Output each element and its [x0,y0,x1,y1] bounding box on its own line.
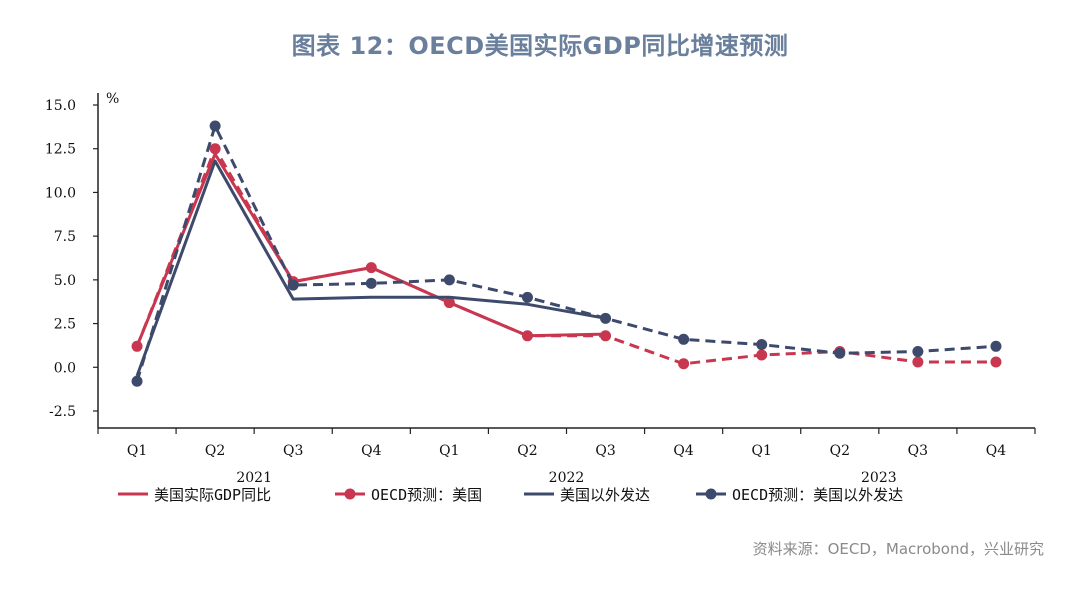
y-tick-label: 10.0 [45,185,76,201]
data-point [678,333,690,345]
data-point [600,312,612,324]
series-line [135,159,606,377]
y-axis-unit-label: % [106,91,119,107]
legend-label: 美国实际GDP同比 [154,486,271,504]
legend-marker [344,488,356,500]
data-point [912,346,924,358]
x-tick-label: Q2 [517,443,537,459]
data-point [209,120,221,132]
legend-item: OECD预测：美国 [335,486,482,504]
data-point [912,356,924,368]
x-tick-label: Q1 [439,443,459,459]
data-point [834,347,846,359]
data-point [990,340,1002,352]
data-point [131,375,143,387]
y-tick-label: 15.0 [45,98,76,114]
legend-item: 美国以外发达 [524,486,650,504]
x-year-label: 2023 [861,470,897,486]
y-tick-label: 2.5 [54,317,76,333]
x-tick-label: Q4 [361,443,381,459]
legend-label: OECD预测：美国以外发达 [732,486,903,504]
x-tick-label: Q2 [205,443,225,459]
legend-label: OECD预测：美国 [371,486,482,504]
data-point [209,143,221,155]
data-point [990,356,1002,368]
data-point [443,297,455,309]
data-point [756,339,768,351]
data-point [131,340,143,352]
data-point [365,262,377,274]
series-line [135,147,996,366]
legend-label: 美国以外发达 [560,486,650,504]
data-point [287,279,299,291]
y-tick-label: -2.5 [49,404,76,420]
y-tick-label: 12.5 [45,142,76,158]
x-tick-label: Q1 [752,443,772,459]
data-point [678,358,690,370]
x-tick-label: Q1 [127,443,147,459]
x-year-label: 2022 [549,470,585,486]
x-year-label: 2021 [236,470,272,486]
data-point [443,274,455,286]
x-tick-label: Q4 [986,443,1006,459]
data-point [365,277,377,289]
series-3 [131,120,1002,387]
data-point [756,349,768,361]
data-point [600,330,612,342]
data-point [521,330,533,342]
x-tick-label: Q4 [673,443,693,459]
legend-marker [705,488,717,500]
series-line [135,124,997,382]
series-2 [135,159,606,377]
x-tick-label: Q3 [595,443,615,459]
y-tick-label: 0.0 [54,360,76,376]
legend-item: OECD预测：美国以外发达 [696,486,903,504]
source-note: 资料来源：OECD，Macrobond，兴业研究 [752,540,1044,558]
y-tick-label: 7.5 [54,229,76,245]
x-tick-label: Q2 [830,443,850,459]
y-tick-label: 5.0 [54,273,76,289]
legend-item: 美国实际GDP同比 [118,486,271,504]
chart-title: 图表 12：OECD美国实际GDP同比增速预测 [291,32,789,60]
data-point [521,291,533,303]
x-tick-label: Q3 [908,443,928,459]
x-tick-label: Q3 [283,443,303,459]
